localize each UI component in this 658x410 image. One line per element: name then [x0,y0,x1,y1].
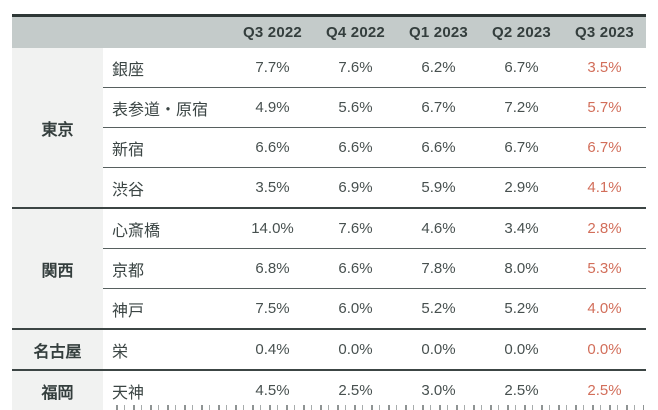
cell-value-highlighted: 2.5% [563,370,646,410]
cell-value: 7.7% [231,48,314,88]
cell-value: 6.6% [314,127,397,168]
cell-value: 0.4% [231,329,314,370]
cell-value: 5.2% [397,288,480,329]
cell-value: 5.9% [397,167,480,208]
cell-value: 6.2% [397,48,480,88]
district-label: 京都 [103,248,231,289]
region-label-kansai: 関西 [12,208,103,329]
vacancy-rate-table: Q3 2022 Q4 2022 Q1 2023 Q2 2023 Q3 2023 … [12,14,646,410]
cell-value: 6.7% [480,48,563,88]
table-row: 福岡 天神 4.5% 2.5% 3.0% 2.5% 2.5% [12,370,646,410]
cell-value: 3.4% [480,208,563,249]
district-label: 新宿 [103,127,231,168]
cell-value: 3.5% [231,167,314,208]
table-row: 渋谷 3.5% 6.9% 5.9% 2.9% 4.1% [12,167,646,208]
table-row: 関西 心斎橋 14.0% 7.6% 4.6% 3.4% 2.8% [12,208,646,329]
cell-value: 6.6% [397,127,480,168]
cell-value: 7.6% [314,208,397,249]
table-row: 神戸 7.5% 6.0% 5.2% 5.2% 4.0% [12,288,646,329]
header-row: Q3 2022 Q4 2022 Q1 2023 Q2 2023 Q3 2023 [12,15,646,48]
region-group-fukuoka: 福岡 天神 4.5% 2.5% 3.0% 2.5% 2.5% [12,370,646,410]
region-label-nagoya: 名古屋 [12,329,103,370]
cell-value: 5.2% [480,288,563,329]
region-group-tokyo: 東京 銀座 7.7% 7.6% 6.2% 6.7% 3.5% 表参道・原宿 4.… [12,48,646,208]
region-column-header [12,15,103,48]
table-header: Q3 2022 Q4 2022 Q1 2023 Q2 2023 Q3 2023 [12,15,646,48]
cell-value-highlighted: 6.7% [563,127,646,168]
column-header-q1-2023: Q1 2023 [397,15,480,48]
district-label: 神戸 [103,288,231,329]
table-row: 表参道・原宿 4.9% 5.6% 6.7% 7.2% 5.7% [12,87,646,128]
cell-value: 0.0% [397,329,480,370]
cell-value: 7.8% [397,248,480,289]
table-row: 名古屋 栄 0.4% 0.0% 0.0% 0.0% 0.0% [12,329,646,370]
cell-value: 7.5% [231,288,314,329]
cell-value: 8.0% [480,248,563,289]
cell-value-highlighted: 4.1% [563,167,646,208]
cell-value-highlighted: 5.3% [563,248,646,289]
district-label: 表参道・原宿 [103,87,231,128]
district-label: 渋谷 [103,167,231,208]
cell-value-highlighted: 5.7% [563,87,646,128]
table-row: 新宿 6.6% 6.6% 6.6% 6.7% 6.7% [12,127,646,168]
column-header-q3-2023: Q3 2023 [563,15,646,48]
region-group-nagoya: 名古屋 栄 0.4% 0.0% 0.0% 0.0% 0.0% [12,329,646,370]
region-label-fukuoka: 福岡 [12,370,103,410]
cell-value-highlighted: 3.5% [563,48,646,88]
cell-value: 4.6% [397,208,480,249]
cell-value: 6.9% [314,167,397,208]
cell-value-highlighted: 4.0% [563,288,646,329]
district-column-header [103,15,231,48]
cell-value: 0.0% [314,329,397,370]
cell-value: 4.9% [231,87,314,128]
district-label: 心斎橋 [103,208,231,249]
cell-value: 6.6% [314,248,397,289]
cell-value: 6.6% [231,127,314,168]
cell-value: 6.7% [397,87,480,128]
region-label-tokyo: 東京 [12,48,103,208]
cell-value-highlighted: 0.0% [563,329,646,370]
region-group-kansai: 関西 心斎橋 14.0% 7.6% 4.6% 3.4% 2.8% 京都 6.8%… [12,208,646,329]
cell-value: 0.0% [480,329,563,370]
cell-value: 6.7% [480,127,563,168]
district-label: 栄 [103,329,231,370]
cell-value: 3.0% [397,370,480,410]
column-header-q2-2023: Q2 2023 [480,15,563,48]
table-row: 京都 6.8% 6.6% 7.8% 8.0% 5.3% [12,248,646,289]
cell-value: 2.5% [314,370,397,410]
cell-value: 14.0% [231,208,314,249]
cell-value: 2.9% [480,167,563,208]
table-row: 東京 銀座 7.7% 7.6% 6.2% 6.7% 3.5% [12,48,646,208]
cell-value: 4.5% [231,370,314,410]
cell-value: 6.0% [314,288,397,329]
district-label: 銀座 [103,48,231,88]
cell-value: 6.8% [231,248,314,289]
district-label: 天神 [103,370,231,410]
cell-value: 7.6% [314,48,397,88]
cell-value: 2.5% [480,370,563,410]
column-header-q3-2022: Q3 2022 [231,15,314,48]
cell-value: 7.2% [480,87,563,128]
cell-value-highlighted: 2.8% [563,208,646,249]
cell-value: 5.6% [314,87,397,128]
clipped-footnote-text [116,405,644,410]
column-header-q4-2022: Q4 2022 [314,15,397,48]
